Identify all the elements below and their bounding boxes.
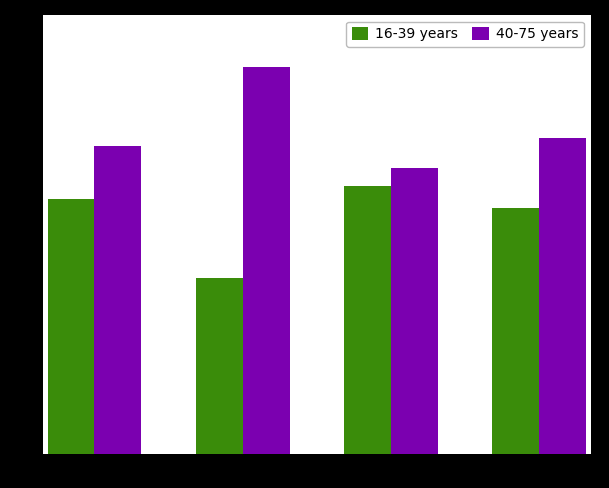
Bar: [94, 146, 141, 454]
Bar: [492, 208, 539, 454]
Legend: 16-39 years, 40-75 years: 16-39 years, 40-75 years: [346, 21, 584, 47]
Bar: [344, 186, 391, 454]
Bar: [539, 138, 586, 454]
Bar: [48, 199, 94, 454]
Bar: [391, 168, 438, 454]
Bar: [195, 278, 242, 454]
Bar: [242, 67, 289, 454]
